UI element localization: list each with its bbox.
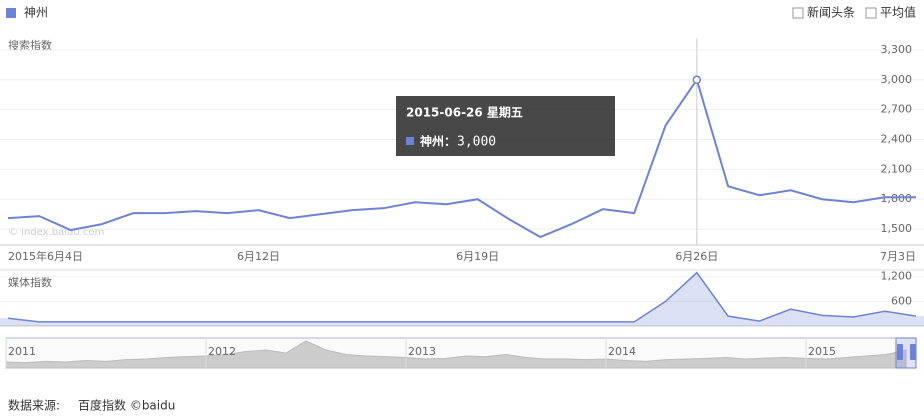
x-tick-label: 2015年6月4日 xyxy=(8,249,83,263)
panel-title: 搜索指数 xyxy=(8,38,52,52)
y-tick-label: 2,100 xyxy=(881,162,913,175)
area-fill xyxy=(0,272,924,326)
y-tick-label: 1,500 xyxy=(881,222,913,235)
checkbox[interactable] xyxy=(792,7,804,19)
tooltip-value: 3,000 xyxy=(457,135,496,150)
y-tick-label: 3,300 xyxy=(881,43,913,56)
panel-title: 媒体指数 xyxy=(8,275,52,289)
y-tick-label: 600 xyxy=(891,294,912,307)
hover-point xyxy=(692,75,702,85)
tooltip-box xyxy=(396,96,615,156)
x-tick-label: 2012 xyxy=(208,345,236,358)
tooltip-title: 2015-06-26 星期五 xyxy=(406,105,523,120)
legend-swatch xyxy=(6,8,16,18)
tooltip: 2015-06-26 星期五 神州： 3,000 xyxy=(396,96,615,156)
x-tick-label: 2014 xyxy=(608,345,636,358)
legend-label[interactable]: 神州 xyxy=(24,6,48,20)
x-tick-label: 6月12日 xyxy=(237,250,280,263)
y-tick-label: 3,000 xyxy=(881,73,913,86)
y-tick-label: 1,800 xyxy=(881,192,913,205)
footer-source: 百度指数 ©baidu xyxy=(78,398,175,413)
checkbox-label[interactable]: 新闻头条 xyxy=(807,5,855,20)
x-tick-label: 6月26日 xyxy=(675,250,718,263)
x-tick-label: 2015 xyxy=(808,345,836,358)
area-line xyxy=(7,271,917,323)
tooltip-swatch xyxy=(406,137,414,145)
y-tick-label: 2,700 xyxy=(881,103,913,116)
watermark: © index.baidu.com xyxy=(8,227,104,238)
x-tick-label: 7月3日 xyxy=(880,250,916,263)
y-tick-label: 1,200 xyxy=(881,270,913,283)
y-tick-label: 2,400 xyxy=(881,133,913,146)
checkbox-label[interactable]: 平均值 xyxy=(880,5,916,20)
footer-label: 数据来源: xyxy=(8,398,60,413)
navigator-area xyxy=(5,340,907,369)
x-tick-label: 6月19日 xyxy=(456,250,499,263)
series-line xyxy=(7,77,916,239)
checkbox[interactable] xyxy=(865,7,877,19)
x-tick-label: 2013 xyxy=(408,345,436,358)
navigator-handle[interactable] xyxy=(897,344,903,360)
navigator-handle[interactable] xyxy=(910,344,916,360)
tooltip-name: 神州： xyxy=(420,134,456,149)
x-tick-label: 2011 xyxy=(8,345,36,358)
